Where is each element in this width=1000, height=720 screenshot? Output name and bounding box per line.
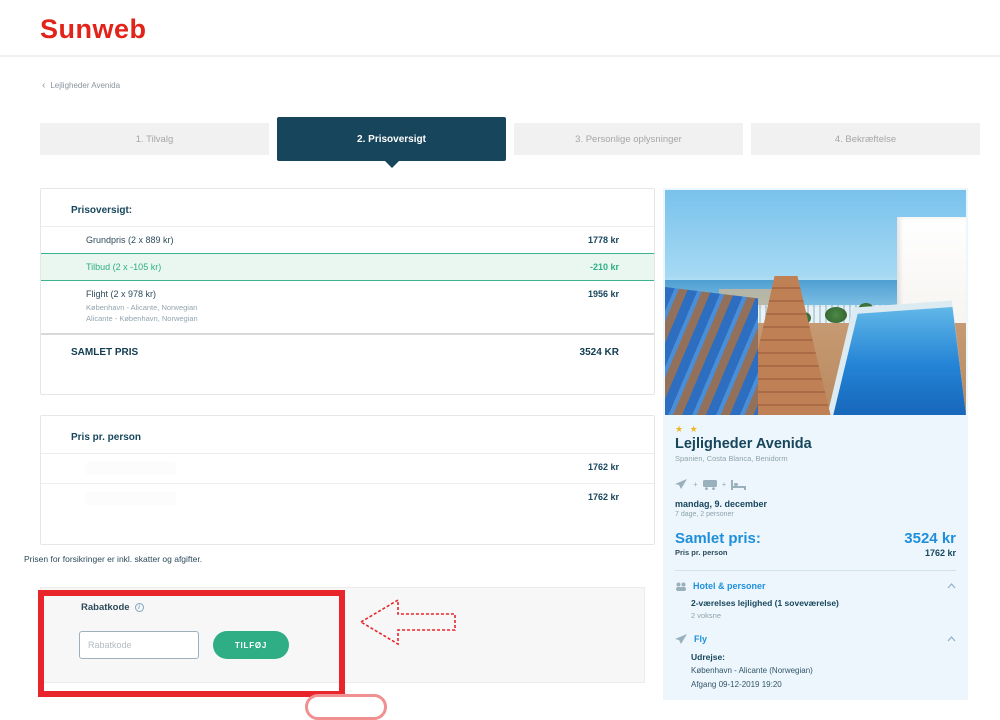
active-tab-pointer <box>384 161 399 168</box>
summary-body: ★ ★ Lejligheder Avenida Spanien, Costa B… <box>675 424 956 695</box>
insurance-footnote: Prisen for forsikringer er inkl. skatter… <box>24 554 203 564</box>
discount-code-panel: Rabatkode i TILFØJ <box>40 587 645 683</box>
plane-icon <box>675 633 687 644</box>
back-chevron-icon: ‹ <box>42 80 46 91</box>
tab-tilvalg[interactable]: 1. Tilvalg <box>40 123 269 155</box>
summary-per-person-row: Pris pr. person 1762 kr <box>675 548 956 558</box>
people-icon <box>676 582 686 591</box>
fly-title: Fly <box>694 634 708 645</box>
flight-leg-out: København - Alicante, Norwegian <box>86 303 198 312</box>
hotel-name: Lejligheder Avenida <box>675 436 812 452</box>
hotel-persons-section-header[interactable]: Hotel & personer <box>675 581 956 591</box>
back-link-label: Lejligheder Avenida <box>50 81 121 90</box>
back-link[interactable]: ‹ Lejligheder Avenida <box>42 80 120 91</box>
header-divider <box>0 55 1000 57</box>
hotel-persons-details: 2-værelses lejlighed (1 soveværelse) 2 v… <box>691 597 956 620</box>
sun-loungers <box>665 286 759 415</box>
outbound-departure: Afgang 09-12-2019 19:20 <box>691 679 782 689</box>
hotel-persons-title: Hotel & personer <box>693 581 766 591</box>
swimming-pool <box>833 307 966 415</box>
per-person-value: 1762 kr <box>924 548 956 558</box>
section-divider <box>675 570 956 571</box>
tab-prisoversigt-label: 2. Prisoversigt <box>357 133 426 145</box>
info-icon[interactable]: i <box>134 603 144 612</box>
guest-count: 2 voksne <box>691 610 722 620</box>
price-row-value: -210 kr <box>589 262 619 272</box>
outbound-heading: Udrejse: <box>691 651 726 662</box>
plus-separator: + <box>721 480 727 489</box>
trip-type-icons: + + <box>675 479 956 490</box>
add-discount-button[interactable]: TILFØJ <box>213 631 289 659</box>
person-row-1: 1762 kr <box>41 453 654 483</box>
total-price-value: 3524 KR <box>579 346 619 358</box>
tab-bekraeftelse[interactable]: 4. Bekræftelse <box>751 123 980 155</box>
tab-personlige-oplysninger[interactable]: 3. Personlige oplysninger <box>514 123 743 155</box>
chevron-up-icon[interactable] <box>947 636 956 642</box>
person-price-value: 1762 kr <box>587 462 619 472</box>
chevron-up-icon[interactable] <box>947 583 956 589</box>
brand-logo[interactable]: Sunweb <box>40 14 147 44</box>
redacted-name <box>86 492 176 505</box>
price-per-person-panel: Pris pr. person 1762 kr 1762 kr <box>40 415 655 545</box>
discount-label-text: Rabatkode <box>81 602 130 613</box>
price-row-label: Grundpris (2 x 889 kr) <box>86 235 174 245</box>
person-row-2: 1762 kr <box>41 483 654 513</box>
price-row-value: 1778 kr <box>587 235 619 245</box>
summary-total-label: Samlet pris: <box>675 530 761 547</box>
annotation-pill-partial <box>305 694 387 720</box>
hotel-location: Spanien, Costa Blanca, Benidorm <box>675 454 788 463</box>
plus-separator: + <box>693 480 698 489</box>
flight-label: Flight (2 x 978 kr) <box>86 289 157 299</box>
price-row-tilbud: Tilbud (2 x -105 kr) -210 kr <box>41 253 654 281</box>
price-row-flight: Flight (2 x 978 kr) København - Alicante… <box>41 281 654 333</box>
hotel-photo <box>665 190 966 415</box>
price-row-label: Tilbud (2 x -105 kr) <box>86 262 162 272</box>
booking-summary-card: ★ ★ Lejligheder Avenida Spanien, Costa B… <box>663 188 968 700</box>
price-overview-title: Prisoversigt: <box>71 205 133 216</box>
room-type: 2-værelses lejlighed (1 soveværelse) <box>691 598 839 608</box>
fly-section-header[interactable]: Fly <box>675 633 956 645</box>
trip-duration: 7 dage, 2 personer <box>675 511 734 518</box>
tab-prisoversigt[interactable]: 2. Prisoversigt <box>277 117 506 168</box>
price-row-grundpris: Grundpris (2 x 889 kr) 1778 kr <box>41 226 654 253</box>
price-row-value: 1956 kr <box>587 289 619 299</box>
discount-code-label: Rabatkode i <box>81 602 144 613</box>
total-price-row: SAMLET PRIS 3524 KR <box>41 332 654 366</box>
plane-icon <box>675 479 687 489</box>
summary-total-value: 3524 kr <box>904 530 956 547</box>
price-per-person-title: Pris pr. person <box>71 432 142 443</box>
per-person-label: Pris pr. person <box>675 548 728 557</box>
price-row-label: Flight (2 x 978 kr) København - Alicante… <box>86 289 198 325</box>
travel-date: mandag, 9. december <box>675 499 768 509</box>
discount-code-input[interactable] <box>79 631 199 659</box>
flight-leg-return: Alicante - København, Norwegian <box>86 314 198 324</box>
redacted-name <box>86 462 176 475</box>
bus-icon <box>702 479 717 490</box>
bed-icon <box>731 479 747 490</box>
price-overview-panel: Prisoversigt: Grundpris (2 x 889 kr) 177… <box>40 188 655 395</box>
plant <box>824 307 847 323</box>
star-rating: ★ ★ <box>675 424 700 434</box>
checkout-steps: 1. Tilvalg 2. Prisoversigt 3. Personlige… <box>40 116 980 168</box>
outbound-route: København - Alicante (Norwegian) <box>691 666 813 676</box>
person-price-value: 1762 kr <box>587 492 619 502</box>
summary-total-row: Samlet pris: 3524 kr <box>675 530 956 547</box>
total-price-label: SAMLET PRIS <box>71 346 139 358</box>
fly-details: Udrejse: København - Alicante (Norwegian… <box>691 651 956 692</box>
